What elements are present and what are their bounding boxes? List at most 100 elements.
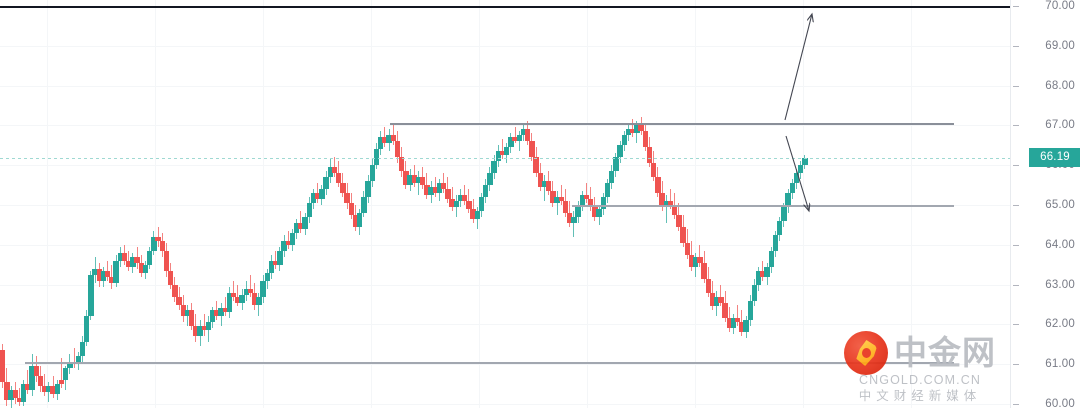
candle [466, 0, 472, 408]
candle-body [100, 270, 107, 281]
candle-body [37, 376, 44, 387]
gridline-horizontal [0, 125, 1010, 126]
base-line[interactable] [25, 362, 955, 365]
candle [58, 0, 65, 408]
candle-body [609, 171, 615, 184]
candle-wick [317, 183, 319, 203]
candle-body [680, 226, 686, 243]
candle [96, 0, 102, 408]
candle [336, 0, 342, 408]
candle-body [604, 183, 611, 198]
candle [168, 0, 174, 408]
candle-body [121, 252, 128, 261]
candle [718, 0, 724, 408]
candle [474, 0, 480, 408]
candle [512, 0, 518, 408]
candle-body [777, 220, 783, 235]
resistance-line[interactable] [389, 123, 955, 126]
candle-wick [443, 173, 445, 194]
gridline-vertical [263, 0, 264, 408]
gridline-horizontal [0, 205, 1010, 206]
candle-body [676, 214, 682, 227]
candle [193, 0, 199, 408]
candle-body [117, 252, 123, 261]
candle-body [218, 308, 224, 317]
candle-body [634, 125, 640, 134]
candle [457, 0, 464, 408]
candle [642, 0, 648, 408]
candle-body [58, 380, 65, 385]
support-line[interactable] [571, 205, 955, 207]
candle-wick [224, 296, 226, 317]
candle-body [210, 310, 216, 323]
candle-body [75, 356, 81, 365]
candle [508, 0, 514, 408]
candle [651, 0, 657, 408]
candle-wick [333, 157, 335, 178]
candle-wick [287, 230, 289, 249]
candle-body [159, 240, 165, 251]
candle-body [701, 262, 707, 279]
candle-body [294, 222, 300, 233]
candle [680, 0, 686, 408]
candle [403, 0, 409, 408]
candle [625, 0, 632, 408]
candle [667, 0, 674, 408]
candle [453, 0, 459, 408]
candle-body [79, 342, 86, 357]
candle-wick [73, 348, 75, 369]
candle [533, 0, 539, 408]
candle-body [46, 386, 52, 393]
candle [617, 0, 623, 408]
candle [638, 0, 644, 408]
candle-body [600, 197, 606, 209]
candle-body [630, 129, 636, 134]
candle-body [483, 185, 489, 198]
candle [243, 0, 249, 408]
candle-body [688, 254, 695, 267]
candle [79, 0, 86, 408]
candle-wick [60, 358, 62, 389]
upper-target-line[interactable] [0, 6, 1010, 8]
candle-body [147, 250, 153, 265]
candle [239, 0, 245, 408]
candle-body [184, 310, 191, 317]
candle-body [323, 177, 329, 190]
price-scale[interactable]: 70.0069.0068.0067.0066.0065.0064.0063.00… [1010, 0, 1080, 410]
candle [604, 0, 611, 408]
plot-area[interactable]: 中金网 CNGOLD.COM.CN 中文财经新媒体 [0, 0, 1010, 408]
candle [462, 0, 468, 408]
candle-body [445, 189, 451, 199]
candle-body [33, 366, 39, 377]
gridline-horizontal [0, 46, 1010, 47]
candle-body [420, 177, 426, 186]
price-tick-mark [1013, 404, 1019, 405]
candle [369, 0, 375, 408]
candle-body [718, 296, 724, 303]
price-tick-label: 69.00 [1045, 39, 1075, 52]
candle-body [730, 318, 737, 329]
candle-body [289, 232, 296, 245]
candle-body [193, 326, 199, 337]
candle [764, 0, 770, 408]
candle [676, 0, 682, 408]
candle-body [373, 149, 380, 166]
candle [33, 0, 39, 408]
watermark-brand: 中金网 [894, 333, 996, 372]
candle-wick [573, 210, 575, 237]
candle [344, 0, 350, 408]
candle [306, 0, 312, 408]
price-tick-mark [1013, 125, 1019, 126]
candle-body [747, 300, 753, 321]
candle [67, 0, 73, 408]
price-tick-mark [1013, 6, 1019, 7]
candle-body [768, 250, 774, 267]
candle [575, 0, 581, 408]
candle [8, 0, 14, 408]
candle [394, 0, 401, 408]
candle-body [709, 292, 716, 307]
candle-body [109, 276, 115, 283]
candle [743, 0, 749, 408]
price-tick-mark [1013, 165, 1019, 166]
candle-body [344, 193, 350, 203]
